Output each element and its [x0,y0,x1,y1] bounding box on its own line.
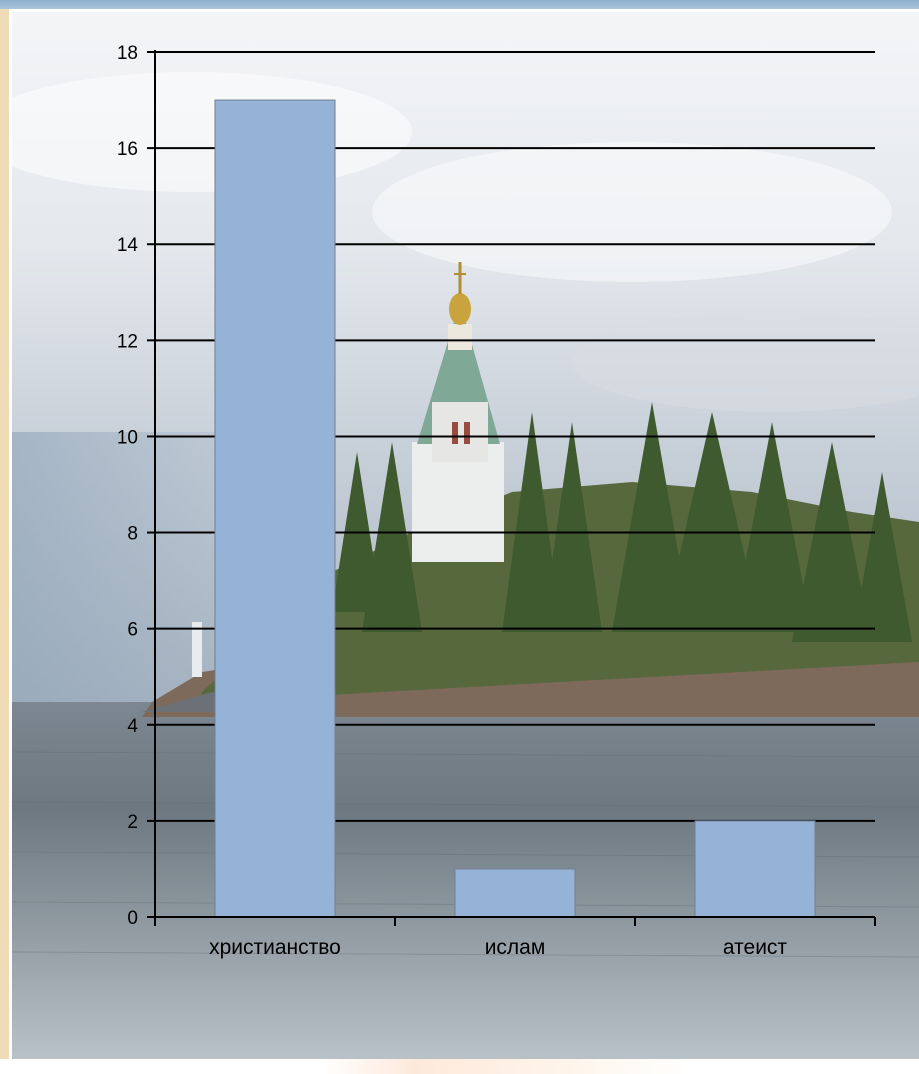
x-tick-label: христианство [209,936,341,959]
bars [214,99,816,918]
y-tick-label: 16 [117,139,138,160]
y-tick-label: 0 [127,908,138,929]
y-tick-label: 4 [127,716,138,737]
tick-labels: 0 2 4 6 8 10 12 14 16 18 христианство ислам атеист [117,43,788,959]
bar [214,99,336,918]
x-tick-label: атеист [723,936,788,959]
y-tick-label: 2 [127,812,138,833]
y-tick-label: 6 [127,620,138,641]
y-tick-label: 18 [117,43,138,64]
bar [454,868,576,918]
axes [147,50,876,926]
y-tick-label: 8 [127,524,138,545]
y-tick-label: 10 [117,427,138,448]
y-tick-label: 12 [117,331,138,352]
bar [694,820,816,918]
x-tick-label: ислам [485,936,546,959]
top-border-strip [0,0,919,9]
y-tick-label: 14 [117,235,139,256]
bottom-border-strip [0,1059,919,1074]
left-border-strip [0,9,9,1059]
